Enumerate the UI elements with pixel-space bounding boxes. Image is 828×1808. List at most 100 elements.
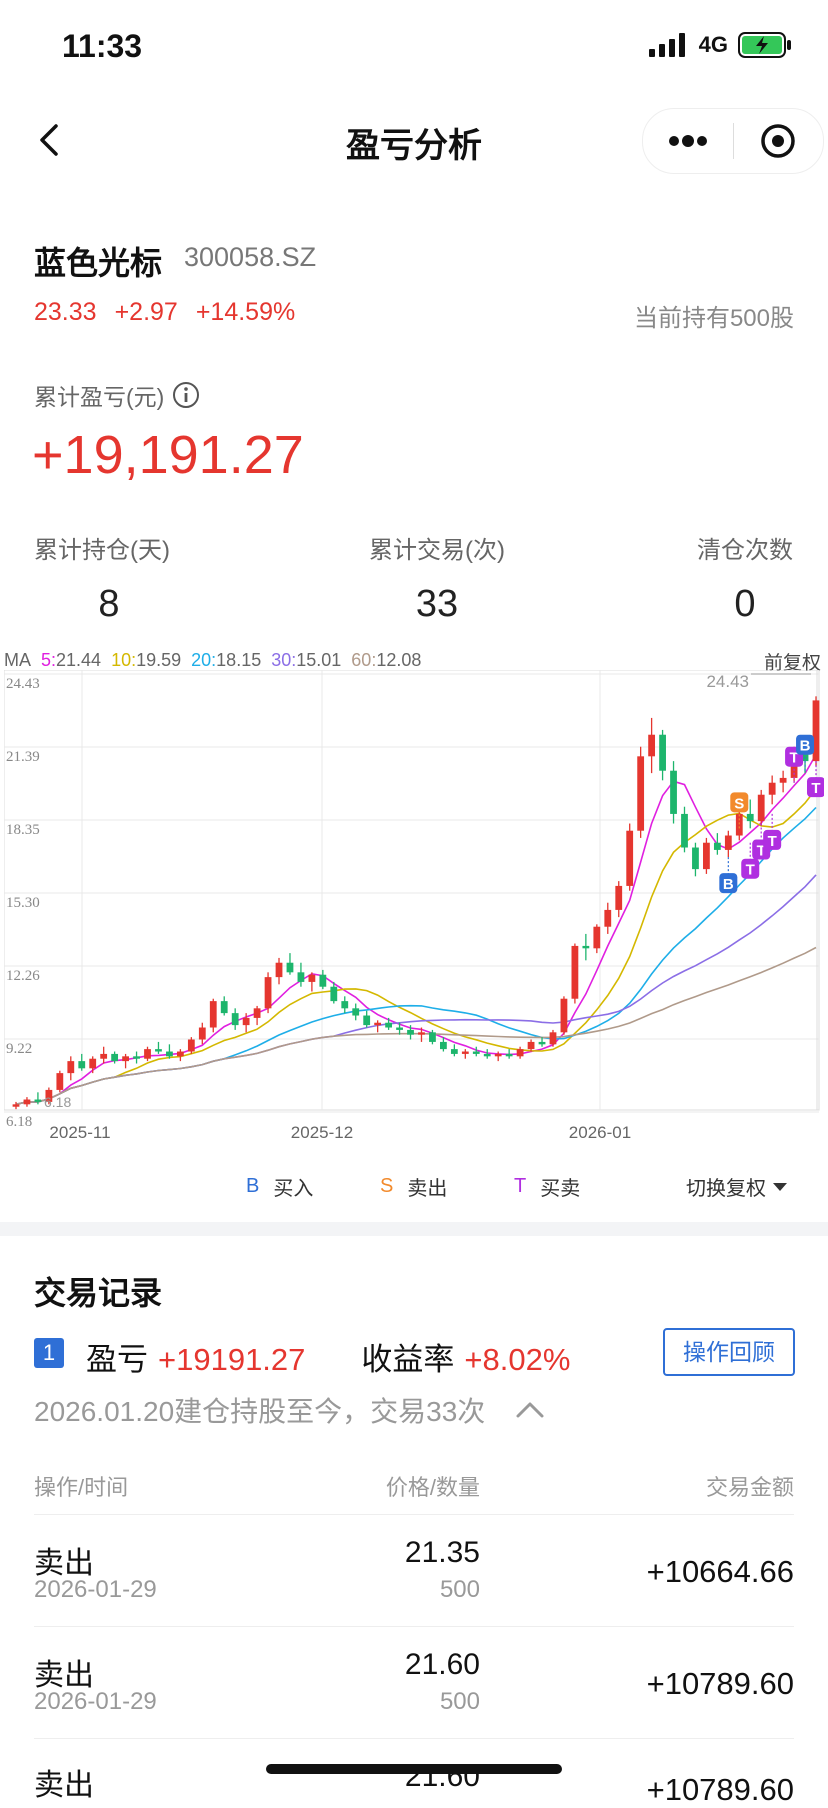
candle-body xyxy=(505,1053,513,1057)
candle xyxy=(483,1049,491,1059)
candle xyxy=(538,1037,546,1047)
trade-marker-t: T xyxy=(807,761,824,797)
cum-pl-label: 累计盈亏(元) xyxy=(34,378,200,412)
candle-body xyxy=(133,1056,140,1059)
candle xyxy=(12,1101,20,1110)
ma20: 20:18.15 xyxy=(191,650,262,670)
marker-letter: T xyxy=(757,843,766,860)
trade-price: 21.60 xyxy=(404,1648,480,1681)
ma-prefix: MA xyxy=(4,650,31,670)
review-button[interactable]: 操作回顾 xyxy=(663,1328,795,1376)
candle-body xyxy=(527,1041,535,1050)
header-price-qty: 价格/数量 xyxy=(385,1475,480,1500)
cum-pl-value: +19,191.27 xyxy=(32,425,304,485)
candle xyxy=(637,746,645,838)
stat-value: 0 xyxy=(734,583,756,625)
candle xyxy=(746,799,754,829)
candle xyxy=(319,969,327,990)
back-icon[interactable] xyxy=(32,120,68,160)
candle xyxy=(144,1046,151,1062)
candle xyxy=(429,1029,436,1045)
candle-body xyxy=(461,1051,469,1054)
candle xyxy=(166,1044,173,1059)
candle-body xyxy=(264,977,272,1009)
candle-body xyxy=(231,1013,239,1026)
candle-body xyxy=(308,974,316,982)
since-text: 2026.01.20建仓持股至今，交易33次 xyxy=(34,1396,486,1427)
candle-body xyxy=(352,1008,360,1016)
trade-amount: +10664.66 xyxy=(646,1554,794,1589)
candle-body xyxy=(155,1049,162,1052)
candle xyxy=(155,1041,162,1054)
close-program-button[interactable] xyxy=(734,109,824,173)
legend-label: 买卖 xyxy=(540,1178,581,1200)
candle xyxy=(78,1053,86,1071)
candle-body xyxy=(166,1051,173,1057)
candle xyxy=(111,1051,119,1064)
candle-body xyxy=(494,1053,502,1057)
holding-text: 当前持有500股 xyxy=(633,305,794,332)
candle-body xyxy=(407,1029,414,1035)
candle xyxy=(703,837,710,874)
candle xyxy=(724,830,732,858)
ma-values: MA 5:21.44 10:19.59 20:18.15 30:15.01 60… xyxy=(4,650,421,671)
candle-body xyxy=(209,1001,217,1028)
candle xyxy=(670,761,677,824)
marker-badge xyxy=(730,792,749,813)
candle xyxy=(648,717,656,774)
stat-trade-count: 累计交易(次) 33 xyxy=(352,530,522,626)
marker-badge xyxy=(807,777,824,798)
candle-body xyxy=(330,986,338,1002)
candle xyxy=(692,842,699,877)
trade-marker-b: B xyxy=(719,857,738,894)
more-button[interactable] xyxy=(643,109,733,173)
row-divider xyxy=(34,1738,794,1739)
candle xyxy=(242,1013,250,1033)
candle-body xyxy=(297,972,305,982)
candle xyxy=(363,1010,371,1028)
x-tick-label: 2025-12 xyxy=(291,1123,353,1142)
switch-adjust-button[interactable]: 切换复权 xyxy=(686,1172,788,1201)
candle-body xyxy=(374,1022,382,1026)
info-icon[interactable] xyxy=(172,381,200,409)
candle xyxy=(198,1022,206,1045)
candle xyxy=(209,998,217,1033)
mini-program-capsule xyxy=(642,108,824,174)
row-divider xyxy=(34,1514,794,1515)
since-row[interactable]: 2026.01.20建仓持股至今，交易33次 xyxy=(34,1390,545,1430)
rate-label: 收益率 xyxy=(361,1342,455,1377)
chart-grid xyxy=(4,670,820,1113)
candle-body xyxy=(593,926,601,949)
marker-letter: B xyxy=(723,876,734,893)
candle xyxy=(757,789,765,826)
candle-body xyxy=(713,842,721,850)
candle xyxy=(253,1005,261,1026)
records-title: 交易记录 xyxy=(34,1275,163,1311)
candle xyxy=(89,1056,97,1074)
candle xyxy=(374,1020,382,1033)
trade-type: 卖出 xyxy=(34,1659,94,1692)
marker-badge xyxy=(719,873,738,894)
candle-body xyxy=(637,756,645,831)
candle-body xyxy=(341,1001,349,1009)
candle-body xyxy=(516,1049,524,1057)
candle xyxy=(352,1003,360,1021)
candle-body xyxy=(472,1051,480,1054)
stock-change-pct: +14.59% xyxy=(195,298,296,326)
candle-body xyxy=(582,945,590,949)
candle xyxy=(220,996,228,1016)
candle-body xyxy=(56,1073,64,1090)
candle xyxy=(768,775,776,805)
candle-body xyxy=(286,962,294,973)
chevron-up-icon[interactable] xyxy=(515,1401,545,1419)
stock-price: 23.33 xyxy=(34,298,97,326)
x-tick-label: 2025-11 xyxy=(49,1123,110,1142)
trade-amount: +10789.60 xyxy=(646,1666,794,1701)
candle-body xyxy=(450,1049,458,1054)
candle-body xyxy=(176,1051,184,1057)
header-op-time: 操作/时间 xyxy=(34,1475,129,1500)
ma60-line xyxy=(15,946,817,1106)
candle-body xyxy=(275,962,283,978)
